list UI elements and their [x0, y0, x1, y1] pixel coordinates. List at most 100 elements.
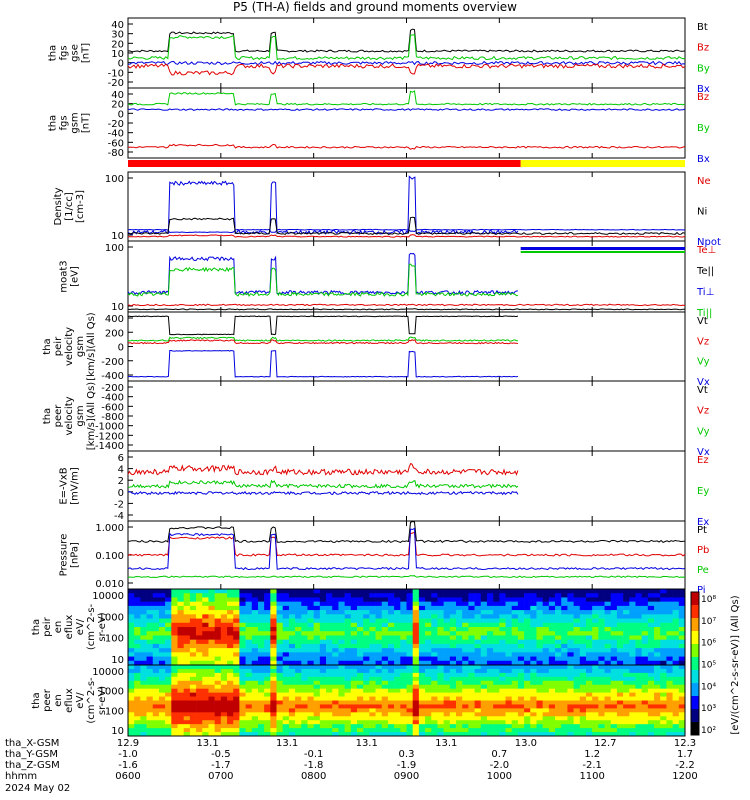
spec-cell	[480, 627, 488, 632]
spec-cell	[505, 672, 513, 678]
spec-cell	[480, 589, 488, 594]
spec-cell	[307, 656, 314, 662]
spec-cell	[245, 668, 253, 674]
spec-cell	[282, 597, 290, 602]
spec-cell	[381, 648, 389, 653]
spec-cell	[208, 708, 215, 713]
spec-cell	[301, 732, 308, 737]
spec-cell	[301, 605, 308, 611]
spec-cell	[276, 728, 284, 733]
spec-cell	[276, 631, 284, 636]
spec-cell	[542, 614, 550, 619]
spec-cell	[462, 656, 469, 662]
spec-cell	[276, 589, 284, 594]
spec-cell	[449, 618, 457, 624]
spec-cell	[326, 696, 333, 701]
spec-cell	[431, 665, 438, 670]
spec-cell	[189, 614, 197, 619]
spec-cell	[499, 720, 506, 725]
spec-cell	[387, 716, 395, 721]
spec-cell	[517, 639, 525, 645]
spec-cell	[332, 639, 339, 645]
spec-cell	[616, 648, 624, 653]
spec-cell	[338, 601, 345, 607]
spec-cell	[610, 712, 618, 717]
spec-cell	[474, 688, 482, 693]
series-Vy	[127, 336, 518, 342]
spec-cell	[486, 728, 494, 733]
spec-cell	[394, 597, 401, 602]
spec-cell	[251, 700, 259, 705]
spec-cell	[604, 605, 612, 611]
spec-cell	[623, 648, 630, 653]
spec-cell	[140, 668, 147, 674]
spec-cell	[592, 631, 599, 636]
spec-cell	[282, 631, 290, 636]
spec-cell	[356, 622, 364, 628]
spec-cell	[239, 652, 246, 657]
spec-cell	[326, 732, 333, 737]
spec-cell	[511, 700, 519, 705]
spec-cell	[474, 589, 482, 594]
spec-cell	[239, 684, 246, 689]
spec-cell	[505, 708, 513, 713]
spec-cell	[196, 708, 203, 713]
spec-cell	[456, 724, 463, 729]
spec-cell	[598, 665, 605, 670]
spec-cell	[158, 708, 166, 713]
spec-cell	[604, 672, 612, 678]
spec-cell	[313, 684, 321, 689]
spec-cell	[158, 688, 166, 693]
spec-cell	[598, 704, 605, 709]
spec-cell	[301, 614, 308, 619]
spec-cell	[276, 622, 284, 628]
spec-cell	[264, 684, 271, 689]
spec-cell	[641, 704, 649, 709]
spec-cell	[468, 597, 475, 602]
spec-cell	[165, 688, 172, 693]
spec-cell	[449, 635, 457, 640]
spec-cell	[214, 627, 222, 632]
spec-cell	[511, 676, 519, 682]
spec-cell	[480, 593, 488, 598]
spec-cell	[208, 593, 215, 598]
spec-cell	[214, 676, 222, 682]
spec-cell	[356, 631, 364, 636]
spec-cell	[585, 720, 593, 725]
spec-cell	[406, 676, 413, 682]
spec-cell	[171, 605, 178, 611]
spec-cell	[555, 631, 562, 636]
spec-cell	[239, 605, 246, 611]
spec-cell	[468, 732, 475, 737]
spec-cell	[616, 597, 624, 602]
spec-cell	[183, 652, 191, 657]
spec-cell	[623, 672, 630, 678]
spec-cell	[239, 593, 246, 598]
spec-cell	[511, 593, 519, 598]
spec-cell	[641, 688, 649, 693]
spec-cell	[295, 627, 302, 632]
spec-cell	[468, 716, 475, 721]
spec-cell	[239, 656, 246, 662]
spec-cell	[524, 692, 531, 697]
spec-cell	[208, 732, 215, 737]
spec-cell	[542, 622, 550, 628]
spec-cell	[338, 684, 345, 689]
spec-cell	[505, 704, 513, 709]
spec-cell	[177, 597, 184, 602]
spec-cell	[443, 716, 451, 721]
spec-cell	[635, 631, 642, 636]
spec-cell	[480, 597, 488, 602]
spec-cell	[288, 601, 296, 607]
ytick-label-fgs_gsm: -80	[108, 148, 124, 159]
spec-cell	[468, 622, 475, 628]
spec-cell	[350, 668, 358, 674]
spec-cell	[264, 704, 271, 709]
spec-cell	[165, 720, 172, 725]
spec-cell	[431, 712, 438, 717]
spec-cell	[332, 696, 339, 701]
spec-cell	[319, 716, 327, 721]
spec-cell	[134, 660, 141, 666]
spec-cell	[196, 696, 203, 701]
spec-cell	[146, 597, 154, 602]
